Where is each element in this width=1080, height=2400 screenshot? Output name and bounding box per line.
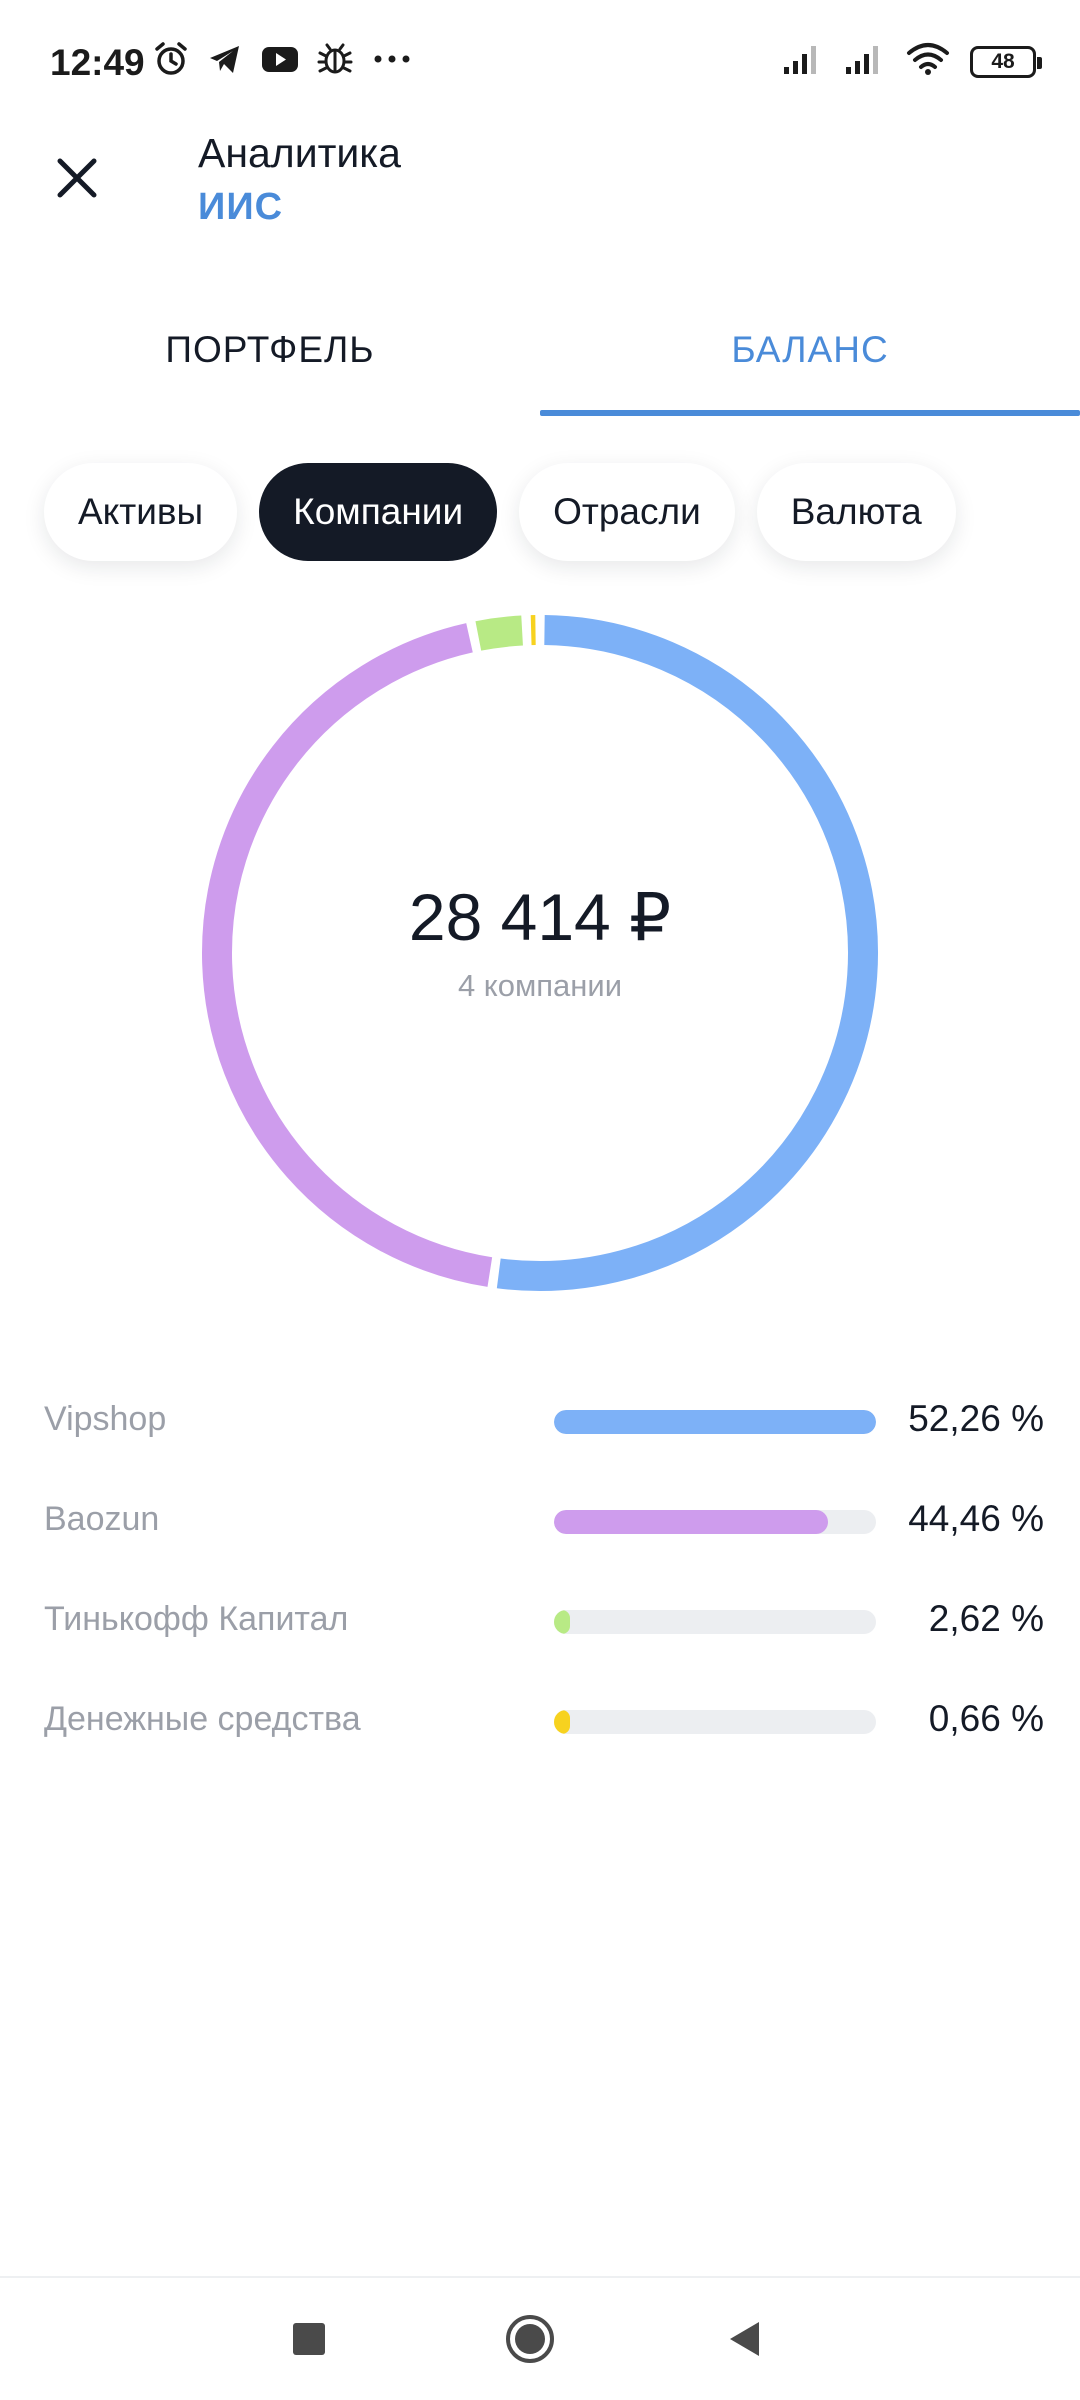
close-button[interactable] <box>44 145 110 211</box>
donut-slice-3 <box>475 615 524 651</box>
allocation-bar-fill <box>554 1410 876 1434</box>
home-circle-icon <box>506 2315 554 2363</box>
allocation-row: Денежные средства 0,66 % <box>44 1680 1044 1780</box>
allocation-bar-fill <box>554 1510 828 1534</box>
allocation-percent: 0,66 % <box>928 1698 1044 1739</box>
allocation-bar-track <box>554 1610 876 1634</box>
bug-icon <box>316 40 354 83</box>
telegram-icon <box>206 40 244 83</box>
chip-industries[interactable]: Отрасли <box>519 463 735 561</box>
battery-icon: 48 <box>970 45 1042 78</box>
chip-companies[interactable]: Компании <box>259 463 498 561</box>
donut-slice-1 <box>496 615 878 1291</box>
allocation-list: Vipshop 52,26 % Baozun 44,46 % Тинькофф Капи… <box>44 1380 1044 1780</box>
chip-currency[interactable]: Валюта <box>756 463 956 561</box>
donut-slice-2 <box>202 623 493 1287</box>
donut-center: 28 414 ₽ 4 компании <box>190 603 890 1303</box>
recents-button[interactable] <box>254 2278 364 2400</box>
filter-chips: Активы Компании Отрасли Валюта <box>44 463 956 561</box>
allocation-name: Тинькофф Капитал <box>44 1600 349 1638</box>
home-button[interactable] <box>475 2278 585 2400</box>
allocation-percent: 52,26 % <box>908 1398 1044 1439</box>
notification-icons <box>152 40 414 83</box>
page-title: Аналитика <box>198 130 401 176</box>
more-dots-icon <box>370 40 414 83</box>
allocation-percent: 2,62 % <box>928 1598 1044 1639</box>
system-icons: 48 <box>782 42 1042 81</box>
alarm-icon <box>152 40 190 83</box>
donut-chart: 28 414 ₽ 4 компании <box>190 603 890 1303</box>
nav-divider <box>0 2276 1080 2278</box>
companies-count: 4 компании <box>457 967 623 1003</box>
allocation-row: Baozun 44,46 % <box>44 1480 1044 1580</box>
back-button[interactable] <box>690 2278 800 2400</box>
allocation-bar-fill <box>554 1610 571 1634</box>
allocation-percent: 44,46 % <box>908 1498 1044 1539</box>
tab-bar: ПОРТФЕЛЬ БАЛАНС <box>0 290 1080 420</box>
wifi-icon <box>906 42 950 81</box>
total-balance: 28 414 ₽ <box>408 879 672 954</box>
close-icon <box>57 158 97 198</box>
status-time: 12:49 <box>50 42 145 83</box>
status-bar: 12:49 <box>0 0 1080 130</box>
donut-svg <box>202 615 878 1291</box>
signal-icon <box>782 42 824 81</box>
tab-portfolio[interactable]: ПОРТФЕЛЬ <box>165 329 375 370</box>
allocation-bar-track <box>554 1510 876 1534</box>
youtube-icon <box>260 40 300 83</box>
allocation-name: Денежные средства <box>44 1700 361 1738</box>
navigation-bar <box>0 2278 1080 2400</box>
back-triangle-icon <box>730 2322 759 2356</box>
allocation-row: Vipshop 52,26 % <box>44 1380 1044 1480</box>
active-tab-indicator <box>540 410 1080 416</box>
allocation-name: Baozun <box>44 1500 160 1538</box>
recents-square-icon <box>293 2323 325 2355</box>
signal-icon <box>844 42 886 81</box>
allocation-row: Тинькофф Капитал 2,62 % <box>44 1580 1044 1680</box>
account-subtitle: ИИС <box>198 186 284 228</box>
chip-assets[interactable]: Активы <box>44 463 238 561</box>
allocation-bar-track <box>554 1710 876 1734</box>
allocation-name: Vipshop <box>44 1400 167 1438</box>
tab-balance[interactable]: БАЛАНС <box>731 329 889 370</box>
allocation-bar-track <box>554 1410 876 1434</box>
allocation-bar-fill <box>554 1710 570 1734</box>
